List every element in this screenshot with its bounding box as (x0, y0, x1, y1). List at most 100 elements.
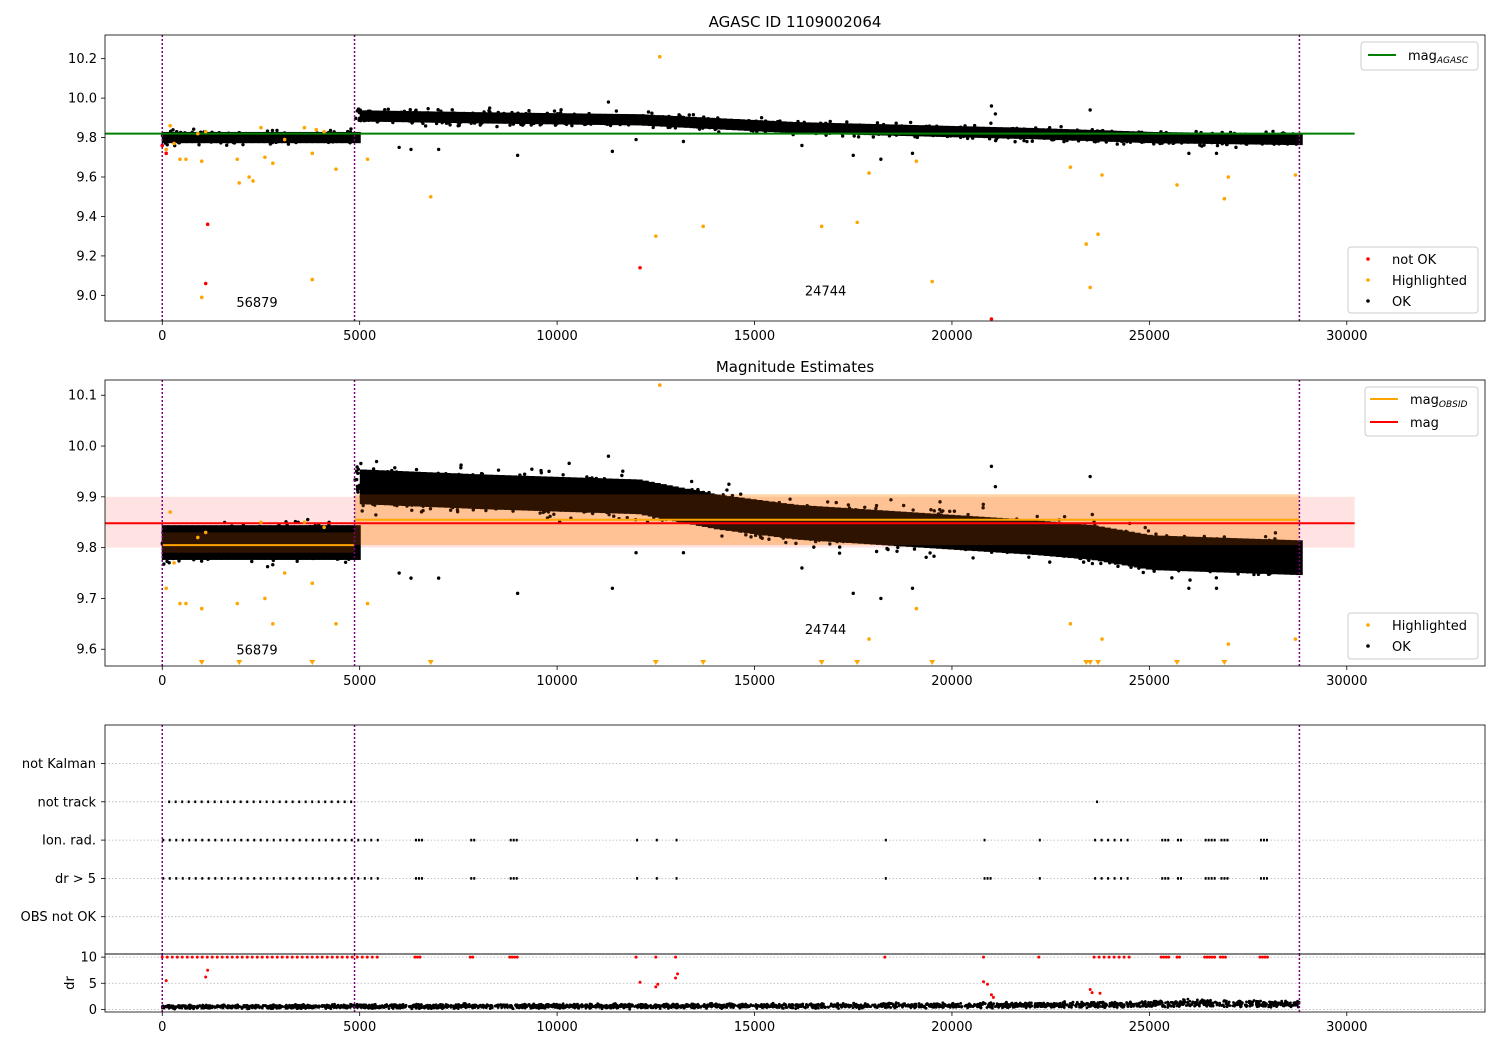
ok-point (729, 501, 734, 505)
ok-point (886, 547, 890, 552)
ok-point-band (479, 474, 487, 510)
highlighted-point (867, 171, 871, 175)
ok-point (524, 502, 529, 506)
ok-point (891, 126, 896, 131)
flag-marker (272, 877, 275, 880)
ok-point (689, 479, 694, 484)
ok-point (200, 134, 204, 139)
ok-point (1102, 541, 1107, 546)
ok-point-band (449, 111, 457, 124)
ok-point (709, 499, 714, 504)
ok-point (982, 134, 986, 139)
ok-point (572, 112, 576, 116)
ok-point (706, 116, 711, 121)
ok-point (709, 504, 714, 509)
ok-point (750, 123, 754, 127)
ok-point (821, 514, 825, 518)
ok-point (1022, 127, 1026, 131)
ok-point (346, 533, 350, 538)
ok-point (1025, 129, 1030, 133)
ok-point (883, 515, 887, 519)
ok-point (537, 118, 541, 123)
ok-point (752, 125, 756, 130)
ok-point (781, 536, 786, 540)
ok-point (791, 511, 796, 516)
ok-point (225, 137, 229, 142)
ok-point (361, 478, 365, 482)
ok-point-band (293, 131, 301, 144)
highlighted-point (1100, 637, 1104, 641)
ok-point (527, 118, 531, 123)
ok-point (795, 528, 800, 532)
ok-point (410, 120, 415, 124)
ok-point (1110, 559, 1115, 564)
ok-point (256, 534, 261, 539)
flag-marker (636, 838, 639, 842)
ok-point (1196, 137, 1200, 142)
ok-point (436, 576, 441, 580)
flag-marker (675, 877, 678, 880)
ok-point (1138, 139, 1142, 143)
ok-point (804, 533, 808, 538)
ok-point (452, 111, 456, 115)
flag-marker (174, 800, 177, 804)
ok-point (371, 467, 376, 471)
ok-point (989, 121, 993, 125)
ok-point (932, 509, 936, 513)
ok-point (307, 135, 311, 140)
ok-point (291, 138, 295, 143)
ok-point (1014, 546, 1018, 550)
ok-point (1155, 545, 1160, 550)
ok-point (795, 515, 799, 520)
ok-point (286, 535, 290, 539)
ok-point (1085, 138, 1089, 142)
ok-point (1081, 545, 1085, 550)
ok-point (721, 523, 726, 528)
ok-point (681, 551, 686, 555)
flag-marker (201, 838, 204, 842)
ok-point (745, 504, 749, 508)
flag-marker (246, 877, 249, 880)
ok-point (490, 501, 494, 505)
ok-point-band (965, 515, 973, 551)
ok-point-band (1079, 524, 1087, 560)
flag-marker (1100, 838, 1103, 842)
ok-point (330, 548, 335, 552)
ok-point (529, 495, 534, 500)
ok-point (964, 127, 968, 132)
flag-marker (1207, 877, 1210, 880)
ok-point (569, 500, 574, 504)
ok-point (321, 536, 325, 540)
ok-point (552, 109, 557, 113)
flag-marker (1120, 838, 1123, 842)
ok-point (789, 127, 793, 131)
ok-point (1077, 538, 1082, 542)
ok-point (1268, 553, 1272, 557)
ok-point (345, 129, 350, 134)
x-tick-label: 20000 (931, 674, 972, 689)
ok-point-band (785, 121, 793, 133)
ok-point (631, 509, 635, 513)
ok-point (1273, 547, 1278, 552)
ok-point (634, 137, 638, 142)
ok-point (208, 554, 212, 559)
ok-point (1215, 143, 1220, 148)
ok-point (691, 514, 695, 518)
ok-point (910, 586, 915, 590)
ok-point (427, 488, 431, 492)
ok-point (844, 128, 848, 133)
highlighted-point (428, 194, 433, 199)
ok-point (858, 123, 862, 127)
ok-point (446, 482, 451, 487)
ok-point (987, 137, 992, 141)
ok-point (962, 526, 966, 530)
ok-point (433, 488, 437, 492)
ok-point (761, 506, 766, 510)
ok-point (703, 503, 708, 507)
ok-point (515, 153, 520, 158)
ok-point (574, 115, 578, 119)
ok-point (1010, 530, 1014, 534)
ok-point (255, 538, 259, 542)
ok-point (384, 112, 388, 116)
